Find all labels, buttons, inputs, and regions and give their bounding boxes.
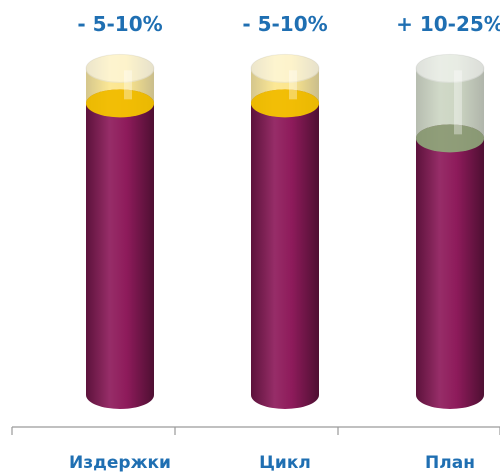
- bars-group: [85, 53, 485, 409]
- bar-body: [251, 89, 319, 409]
- labels-group: - 5-10% Издержки - 5-10% Цикл + 10-25% План: [69, 12, 500, 472]
- bar-body: [86, 89, 154, 409]
- category-axis: [11, 426, 500, 435]
- bar-2: [250, 53, 320, 409]
- category-label: Цикл: [259, 453, 311, 472]
- glass-highlight: [289, 70, 297, 100]
- glass-highlight: [124, 70, 132, 100]
- bar-body: [416, 124, 484, 409]
- bar-top-surface: [416, 124, 484, 153]
- change-top-cap: [415, 53, 485, 83]
- bar-top-surface: [86, 89, 154, 118]
- bar-top-surface: [251, 89, 319, 118]
- change-top-cap: [85, 53, 155, 83]
- category-label: План: [425, 453, 475, 472]
- bar-1: [85, 53, 155, 409]
- change-label: - 5-10%: [77, 12, 162, 36]
- change-top-cap: [250, 53, 320, 83]
- bar-3: [415, 53, 485, 409]
- category-label: Издержки: [69, 453, 171, 472]
- change-label: - 5-10%: [242, 12, 327, 36]
- change-label: + 10-25%: [396, 12, 500, 36]
- glass-highlight: [454, 70, 462, 135]
